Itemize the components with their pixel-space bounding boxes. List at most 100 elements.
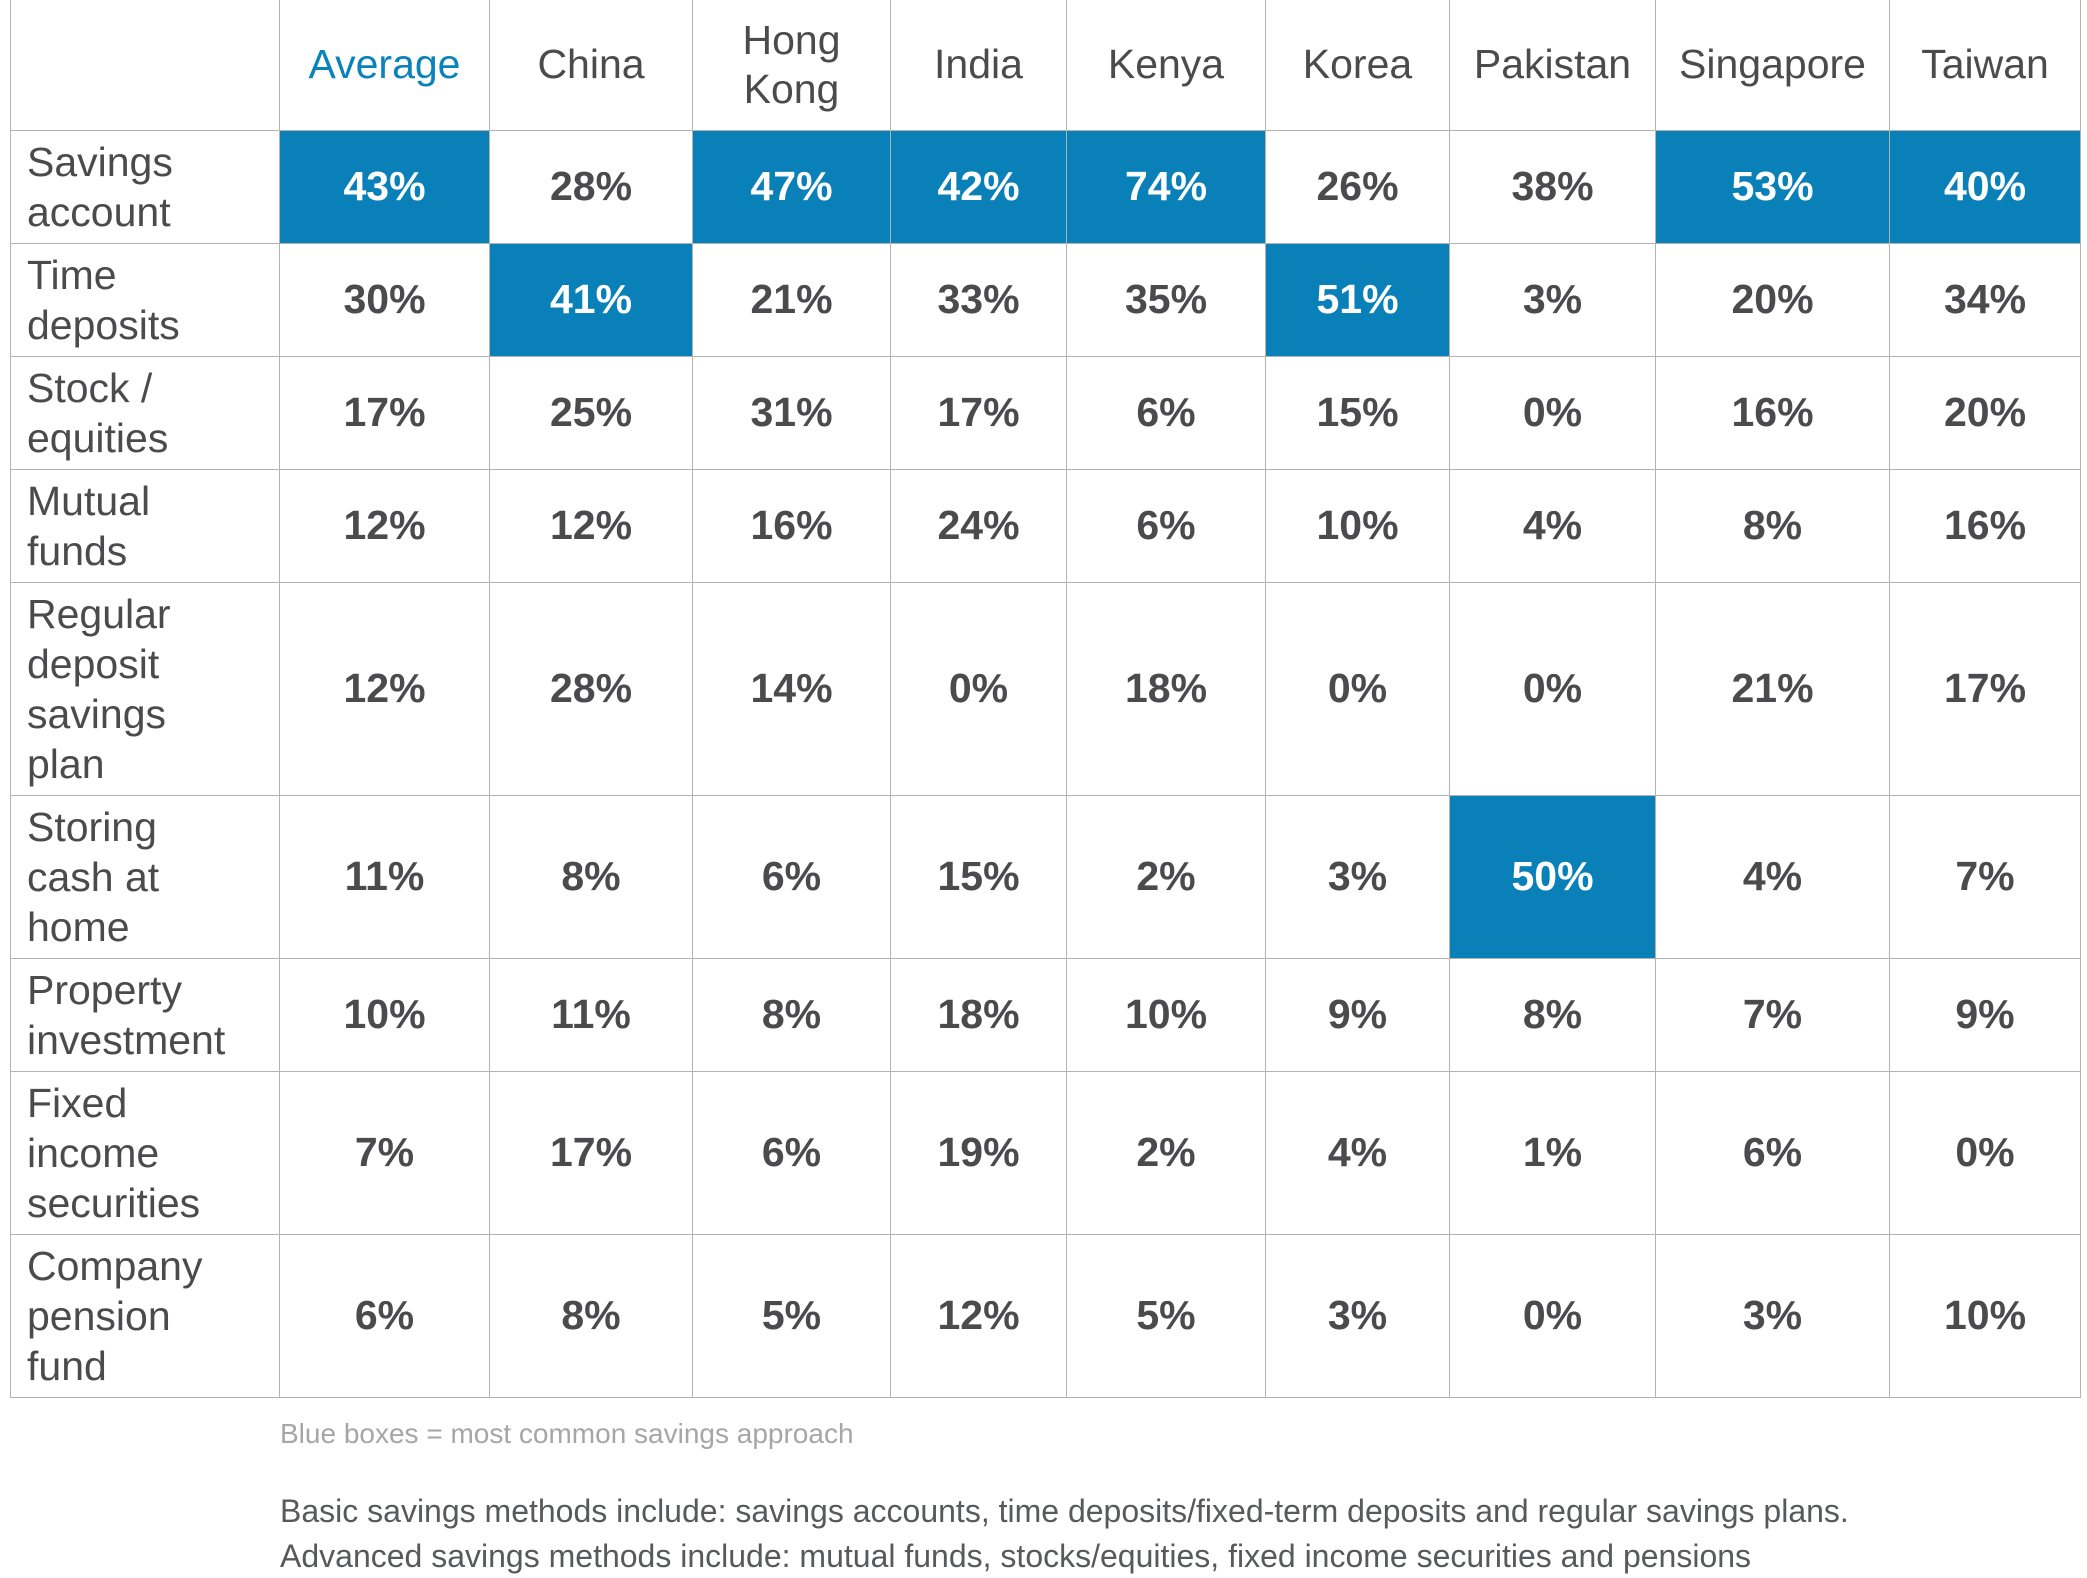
row-label-line: Company [27,1242,203,1289]
column-header-line: India [934,41,1023,88]
row-label-line: Savings [27,138,173,185]
value-cell-taiwan: 16% [1889,468,2081,583]
value-cell-china: 8% [489,1233,693,1398]
highlighted-value-cell-singapore: 53% [1655,129,1890,244]
row-label-line: deposits [27,301,180,348]
value-cell-china: 28% [489,129,693,244]
legend-note: Blue boxes = most common savings approac… [280,1418,854,1449]
value-cell-hong-kong: 5% [692,1233,891,1398]
value-cell-korea: 9% [1265,957,1450,1072]
value-cell-hong-kong: 8% [692,957,891,1072]
highlighted-value-cell-india: 42% [890,129,1067,244]
row-label-line: plan [27,740,105,787]
value-cell-kenya: 2% [1066,1070,1266,1235]
value-cell-singapore: 6% [1655,1070,1890,1235]
basic-savings-note: Basic savings methods include: savings a… [280,1493,1849,1529]
table-row-company-pension-fund: Company pension fund 6% 8% 5% 12% 5% 3% 0% 3% 10% [10,1233,2081,1398]
value-cell-hong-kong: 21% [692,242,891,357]
value-cell-kenya: 10% [1066,957,1266,1072]
value-cell-average: 30% [279,242,490,357]
value-cell-hong-kong: 14% [692,581,891,796]
table-row-mutual-funds: Mutual funds 12% 12% 16% 24% 6% 10% 4% 8% 16% [10,468,2081,583]
column-header-china: China [489,0,693,131]
value-cell-pakistan: 38% [1449,129,1656,244]
value-cell-india: 0% [890,581,1067,796]
column-header-hong-kong: Hong Kong [692,0,891,131]
column-header-singapore: Singapore [1655,0,1890,131]
highlighted-value-cell-korea: 51% [1265,242,1450,357]
column-header-line: Singapore [1679,41,1866,88]
table-row-storing-cash-at-home: Storing cash at home 11% 8% 6% 15% 2% 3% 50% 4% 7% [10,794,2081,959]
value-cell-china: 28% [489,581,693,796]
value-cell-korea: 4% [1265,1070,1450,1235]
row-label: Property investment [10,957,280,1072]
row-label: Regular deposit savings plan [10,581,280,796]
row-label-line: Fixed [27,1079,128,1126]
highlighted-value-cell-taiwan: 40% [1889,129,2081,244]
value-cell-singapore: 21% [1655,581,1890,796]
value-cell-kenya: 18% [1066,581,1266,796]
row-label-line: Time [27,251,117,298]
table-row-property-investment: Property investment 10% 11% 8% 18% 10% 9% 8% 7% 9% [10,957,2081,1072]
header-row: Average China Hong Kong India Kenya Korea Pakis… [10,0,2081,131]
value-cell-kenya: 5% [1066,1233,1266,1398]
value-cell-korea: 26% [1265,129,1450,244]
row-label-line: savings [27,690,167,737]
row-label: Fixed income securities [10,1070,280,1235]
value-cell-korea: 3% [1265,1233,1450,1398]
row-label-line: Regular [27,590,171,637]
row-label-line: equities [27,414,169,461]
column-header-line: Taiwan [1921,41,2049,88]
row-label-line: fund [27,1342,107,1389]
value-cell-pakistan: 1% [1449,1070,1656,1235]
row-label-line: cash at [27,853,160,900]
value-cell-india: 33% [890,242,1067,357]
highlighted-value-cell-china: 41% [489,242,693,357]
row-label-line: deposit [27,640,160,687]
row-label: Storing cash at home [10,794,280,959]
row-label: Time deposits [10,242,280,357]
value-cell-taiwan: 0% [1889,1070,2081,1235]
value-cell-pakistan: 0% [1449,355,1656,470]
highlighted-value-cell-hong-kong: 47% [692,129,891,244]
value-cell-india: 15% [890,794,1067,959]
value-cell-hong-kong: 6% [692,1070,891,1235]
value-cell-korea: 0% [1265,581,1450,796]
value-cell-taiwan: 17% [1889,581,2081,796]
advanced-savings-note: Advanced savings methods include: mutual… [280,1538,1752,1574]
value-cell-hong-kong: 31% [692,355,891,470]
table-row-stock-equities: Stock / equities 17% 25% 31% 17% 6% 15% 0% 16% 20% [10,355,2081,470]
value-cell-pakistan: 4% [1449,468,1656,583]
column-header-line: Kenya [1107,41,1225,88]
row-label: Mutual funds [10,468,280,583]
value-cell-india: 12% [890,1233,1067,1398]
value-cell-singapore: 20% [1655,242,1890,357]
value-cell-singapore: 16% [1655,355,1890,470]
value-cell-india: 18% [890,957,1067,1072]
value-cell-average: 6% [279,1233,490,1398]
column-header-line: China [537,41,645,88]
column-header-line: Pakistan [1473,41,1632,88]
value-cell-pakistan: 8% [1449,957,1656,1072]
column-header-kenya: Kenya [1066,0,1266,131]
value-cell-taiwan: 34% [1889,242,2081,357]
value-cell-kenya: 35% [1066,242,1266,357]
row-label-line: Mutual [27,477,151,524]
row-label-line: Stock / [27,364,153,411]
row-label-line: funds [27,527,128,574]
row-label-line: pension [27,1292,171,1339]
row-label: Savings account [10,129,280,244]
highlighted-value-cell-average: 43% [279,129,490,244]
value-cell-average: 11% [279,794,490,959]
value-cell-china: 8% [489,794,693,959]
value-cell-kenya: 6% [1066,468,1266,583]
value-cell-singapore: 8% [1655,468,1890,583]
value-cell-china: 25% [489,355,693,470]
value-cell-korea: 10% [1265,468,1450,583]
value-cell-singapore: 3% [1655,1233,1890,1398]
savings-table: Average China Hong Kong India Kenya Korea Pakis… [10,0,2081,1398]
column-header-pakistan: Pakistan [1449,0,1656,131]
table-row-time-deposits: Time deposits 30% 41% 21% 33% 35% 51% 3% 20% 34% [10,242,2081,357]
value-cell-taiwan: 9% [1889,957,2081,1072]
value-cell-taiwan: 7% [1889,794,2081,959]
